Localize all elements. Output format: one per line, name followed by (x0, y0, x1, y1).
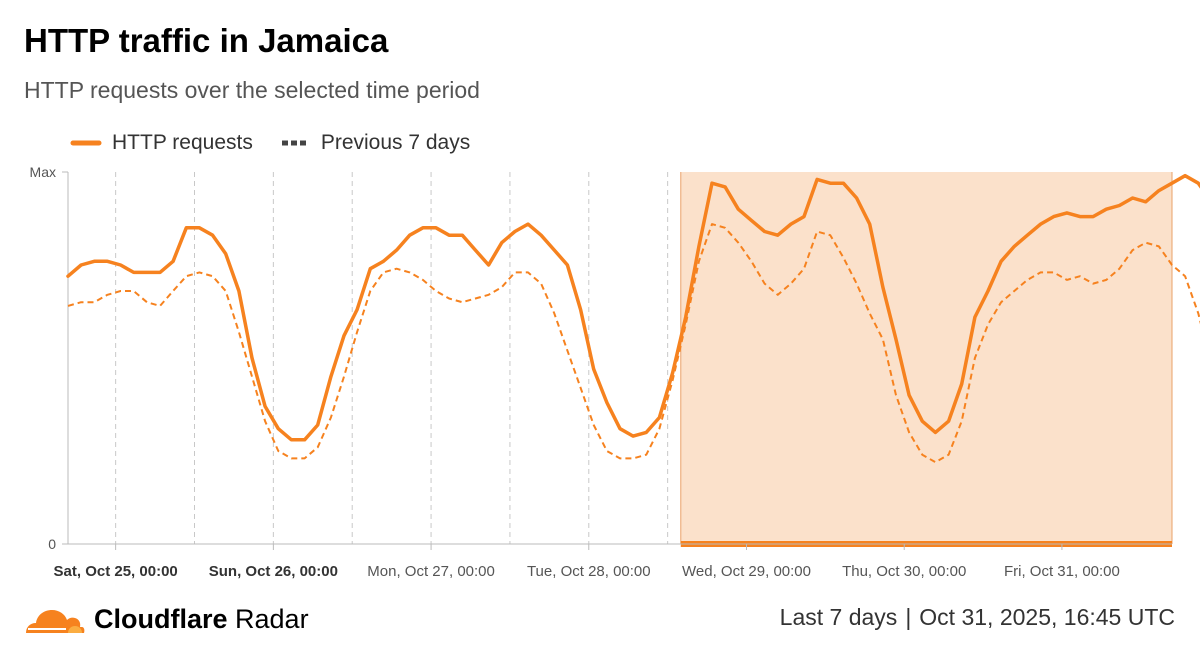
time-range-info: Last 7 days | Oct 31, 2025, 16:45 UTC (780, 604, 1175, 631)
axis-layer (62, 171, 1172, 550)
brand-regular: Radar (235, 604, 309, 634)
legend-label-previous-7-days: Previous 7 days (320, 131, 471, 154)
legend: HTTP requests Previous 7 days (70, 131, 496, 155)
chart-subtitle: HTTP requests over the selected time per… (24, 77, 480, 103)
dashed-line-swatch-icon (281, 140, 308, 146)
line-chart: Max 0 Sat, Oct 25, 00:00 Sun, Oct 26, 00:00… (30, 164, 1200, 580)
series-line-http-requests (66, 173, 1200, 442)
x-tick-label: Tue, Oct 28, 00:00 (527, 563, 651, 580)
x-tick-label: Wed, Oct 29, 00:00 (682, 563, 811, 580)
cloudflare-radar-logo[interactable]: Cloudflare Radar (24, 604, 309, 635)
series-layer (66, 173, 1200, 464)
brand-name: Cloudflare Radar (94, 604, 309, 635)
cloudflare-cloud-icon (26, 609, 85, 633)
x-tick-label: Fri, Oct 31, 00:00 (1004, 563, 1120, 580)
x-tick-label: Sun, Oct 26, 00:00 (209, 563, 338, 580)
series-line-previous-7-days (67, 223, 1200, 464)
period-label: Last 7 days (779, 604, 898, 630)
x-tick-label: Thu, Oct 30, 00:00 (842, 563, 966, 580)
solid-line-swatch-icon (70, 140, 102, 146)
y-tick-label-zero: 0 (48, 536, 56, 552)
highlight-region (680, 172, 1172, 544)
highlight-layer (680, 172, 1173, 547)
timestamp-label: Oct 31, 2025, 16:45 UTC (919, 604, 1175, 630)
legend-item-previous-7-days[interactable]: Previous 7 days (279, 131, 470, 155)
label-layer: Max 0 Sat, Oct 25, 00:00 Sun, Oct 26, 00:00… (30, 164, 1120, 580)
legend-item-http-requests[interactable]: HTTP requests (70, 131, 253, 155)
legend-label-http-requests: HTTP requests (112, 131, 253, 154)
x-tick-label: Sat, Oct 25, 00:00 (54, 563, 178, 580)
brand-bold: Cloudflare (94, 604, 228, 634)
separator: | (905, 604, 912, 630)
chart-title: HTTP traffic in Jamaica (24, 22, 389, 59)
x-tick-label: Mon, Oct 27, 00:00 (367, 563, 495, 580)
y-tick-label-max: Max (30, 164, 56, 180)
